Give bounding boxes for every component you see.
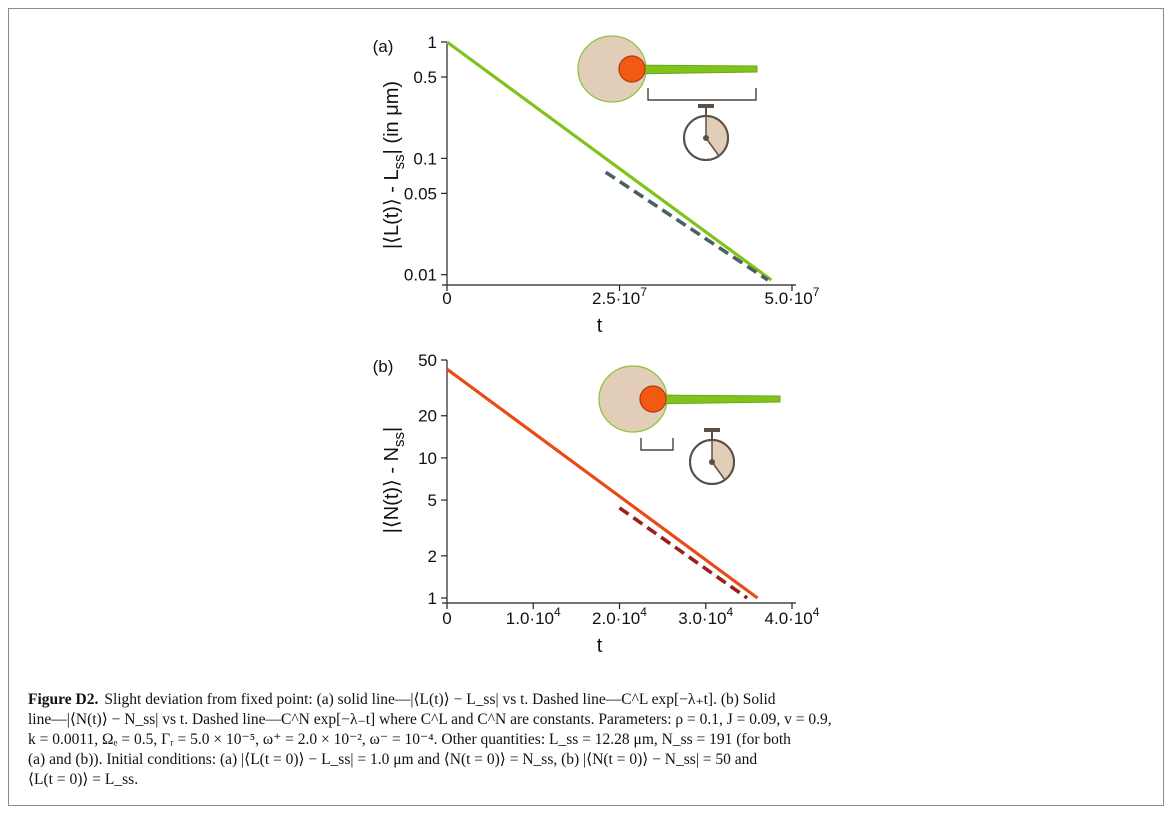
length-bracket [640,438,674,451]
y-tick-label: 1 [428,589,437,608]
x-tick-label: 1.0·104 [506,605,561,628]
x-tick-label: 2.0·104 [592,605,647,628]
stopwatch-button [698,104,714,108]
stopwatch-hand [711,461,726,481]
y-tick-label: 0.5 [413,68,437,87]
caption-line-4: (a) and (b)). Initial conditions: (a) |⟨… [28,751,758,768]
stopwatch-hand [705,137,720,157]
dashed-series-line [604,170,769,282]
y-axis-title: |⟨L(t)⟩ - Lss| (in μm) [381,81,408,249]
stopwatch-icon [683,104,729,161]
panel-label: (b) [373,357,394,376]
caption-line-5: ⟨L(t = 0)⟩ = L_ss. [28,771,139,788]
stopwatch-pivot [709,459,715,465]
caption-label: Figure D2. [28,691,99,708]
cell-illustration [598,365,781,485]
x-tick-label: 3.0·104 [678,605,733,628]
caption-line-3: k = 0.0011, Ωₑ = 0.5, Γᵣ = 5.0 × 10⁻⁵, ω… [28,731,791,748]
x-tick-label: 0 [442,609,451,628]
stopwatch-pivot [703,135,709,141]
y-tick-label: 5 [428,491,437,510]
x-tick-label: 4.0·104 [765,605,820,628]
dashed-series-line [618,506,749,600]
caption-line-1: Figure D2. Slight deviation from fixed po… [28,690,1148,710]
y-tick-label: 0.1 [413,149,437,168]
caption-line-2: line—|⟨N(t)⟩ − N_ss| vs t. Dashed line—C… [28,711,832,728]
x-axis-title: t [597,635,603,657]
panel-a: 1 0.5 0.1 0.05 0.01 0 2.5·107 5.0·107 (a) t |⟨L(t)… [373,33,820,337]
stopwatch-rim [689,439,735,485]
panel-label: (a) [373,37,394,56]
nucleus [618,55,646,83]
figure-frame [8,8,1164,806]
panel-b: 50 20 10 5 2 10 1.0·104 2.0·104 3.0·104 4.0·104 (b… [373,351,820,657]
stopwatch-rim [683,115,729,161]
y-tick-label: 10 [418,449,437,468]
y-axis-title: |⟨N(t)⟩ - Nss| [381,427,408,534]
stopwatch-elapsed-sector [706,115,729,156]
x-tick-label: 5.0·107 [765,285,820,308]
x-axis-title: t [597,315,603,337]
nucleus [639,385,667,413]
stopwatch-button [704,428,720,432]
x-tick-label: 2.5·107 [592,285,647,308]
y-tick-label: 0.01 [404,266,437,285]
x-tick-label: 0 [442,289,451,308]
y-tick-label: 50 [418,351,437,370]
y-tick-label: 20 [418,407,437,426]
solid-series-line [446,367,759,600]
figure-caption: Figure D2. Slight deviation from fixed po… [28,690,1148,790]
stopwatch-elapsed-sector [712,439,735,480]
y-tick-label: 1 [428,33,437,52]
cell-illustration [577,35,758,161]
figure-canvas: 1 0.5 0.1 0.05 0.01 0 2.5·107 5.0·107 (a) t |⟨L(t)… [373,33,820,657]
y-tick-label: 2 [428,547,437,566]
y-tick-label: 0.05 [404,184,437,203]
solid-series-line [446,40,773,282]
caption-text-1: Slight deviation from fixed point: (a) s… [104,691,776,708]
stopwatch-icon [689,428,735,485]
length-bracket [647,88,757,101]
